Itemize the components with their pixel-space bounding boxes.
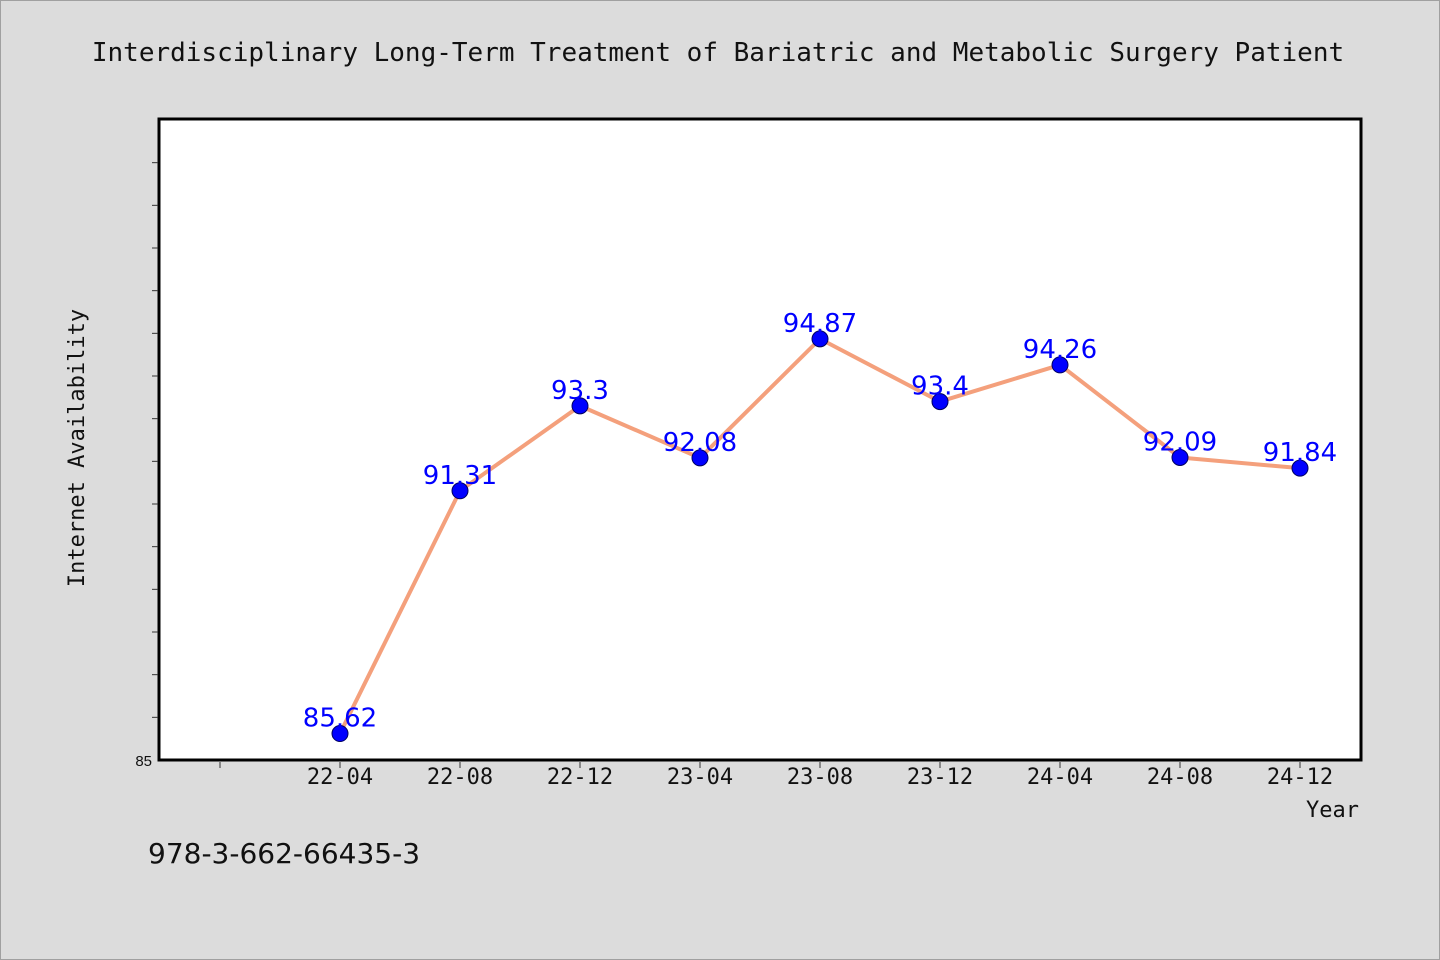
y-axis-ticks (152, 162, 158, 718)
footer-isbn: 978-3-662-66435-3 (148, 837, 420, 870)
x-tick-label: 22-04 (307, 765, 373, 790)
data-point-marker (571, 397, 589, 415)
data-label: 85.62 (303, 704, 377, 734)
y-tick-label: 85 (135, 753, 152, 770)
x-tick-label: 24-12 (1267, 765, 1333, 790)
data-label: 94.87 (783, 309, 857, 339)
data-point-marker (451, 482, 469, 500)
data-point-marker (1171, 448, 1189, 466)
data-label: 93.3 (551, 376, 609, 406)
x-tick-label: 24-08 (1147, 765, 1213, 790)
y-axis-label: Internet Availability (65, 309, 90, 587)
data-point-marker (691, 449, 709, 467)
chart-title: Interdisciplinary Long-Term Treatment of… (92, 38, 1344, 68)
x-tick-label: 23-04 (667, 765, 733, 790)
x-axis-ticks: 22-04 22-08 22-12 23-04 23-08 23-12 24-04 24-08… (219, 762, 1333, 790)
plot-area (157, 117, 1363, 762)
x-tick-label: 23-08 (787, 765, 853, 790)
x-tick-label: 23-12 (907, 765, 973, 790)
data-labels: 85.62 91.31 93.3 92.08 94.87 93.4 94.26 92.09 91… (303, 309, 1337, 734)
data-point-marker (1291, 459, 1309, 477)
x-axis-label: Year (1306, 798, 1359, 823)
data-point-marker (931, 393, 949, 411)
data-label: 92.08 (663, 428, 737, 458)
x-tick-label: 22-12 (547, 765, 613, 790)
data-label: 93.4 (911, 372, 969, 402)
data-point-marker (811, 330, 829, 348)
data-label: 91.84 (1263, 438, 1337, 468)
x-tick-label: 22-08 (427, 765, 493, 790)
data-label: 94.26 (1023, 335, 1097, 365)
data-label: 91.31 (423, 461, 497, 491)
data-point-marker (1051, 356, 1069, 374)
data-label: 92.09 (1143, 427, 1217, 457)
x-tick-label: 24-04 (1027, 765, 1093, 790)
series-markers (331, 330, 1309, 743)
data-point-marker (331, 725, 349, 743)
